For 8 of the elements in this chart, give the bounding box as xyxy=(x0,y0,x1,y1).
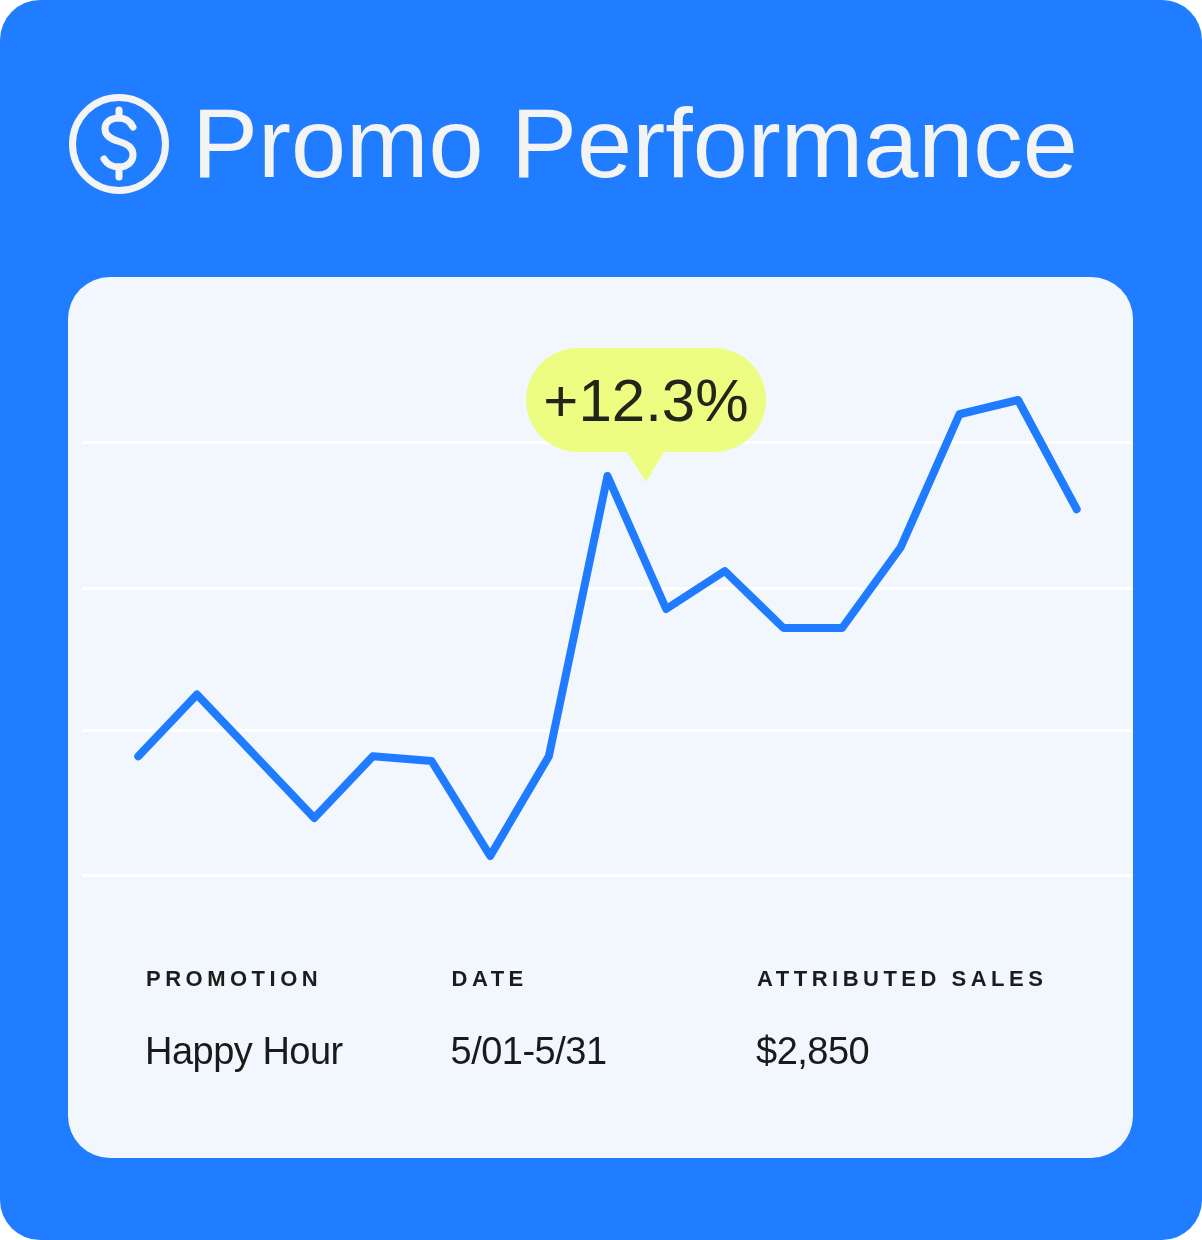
text: DATE xyxy=(451,966,528,991)
text: $2,850 xyxy=(756,1030,870,1072)
text: 5/01-5/31 xyxy=(450,1030,607,1072)
text: PROMOTION xyxy=(146,966,323,991)
chart-title: Promo Performance xyxy=(192,87,1078,198)
annotation: +12.3% xyxy=(542,366,750,434)
text: Happy Hour xyxy=(145,1030,343,1072)
text: ATTRIBUTED SALES xyxy=(757,966,1048,991)
